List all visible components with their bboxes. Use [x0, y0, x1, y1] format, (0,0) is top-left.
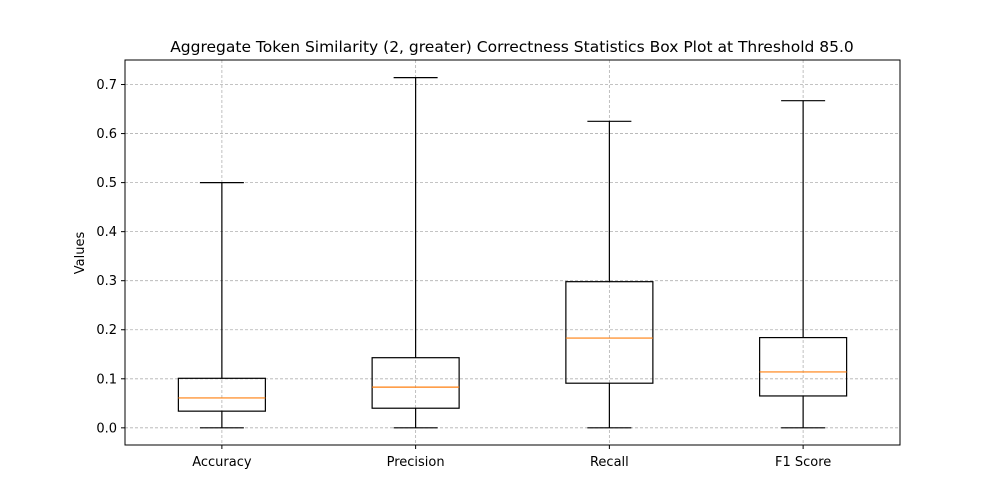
box-recall: [565, 120, 654, 429]
box-precision: [371, 77, 460, 429]
y-tick-label: 0.5: [96, 176, 117, 191]
y-axis-label: Values: [73, 232, 88, 275]
x-tick-label: Precision: [387, 455, 445, 470]
y-tick-label: 0.0: [96, 421, 117, 436]
iqr-box: [565, 281, 654, 384]
grid-layer: [125, 60, 900, 445]
iqr-box: [759, 336, 848, 397]
y-tick-label: 0.3: [96, 274, 117, 289]
box-accuracy: [177, 182, 266, 429]
iqr-box: [177, 377, 266, 412]
y-tick-label: 0.1: [96, 372, 117, 387]
axes-frame: [124, 59, 901, 446]
x-tick-label: Accuracy: [192, 455, 252, 470]
y-tick-label: 0.6: [96, 127, 117, 142]
box-f1-score: [759, 100, 848, 429]
y-tick-label: 0.7: [96, 78, 117, 93]
iqr-box: [371, 357, 460, 409]
x-tick-label: Recall: [590, 455, 629, 470]
y-tick-label: 0.4: [96, 225, 117, 240]
axes-layer: 0.0 0.1 0.2 0.3 0.4 0.5 0.6 0.7 Accuracy Precisio…: [96, 59, 901, 470]
x-tick-label: F1 Score: [775, 455, 831, 470]
y-tick-label: 0.2: [96, 323, 117, 338]
box-layer: [177, 77, 848, 429]
chart-title: Aggregate Token Similarity (2, greater) …: [170, 38, 854, 56]
